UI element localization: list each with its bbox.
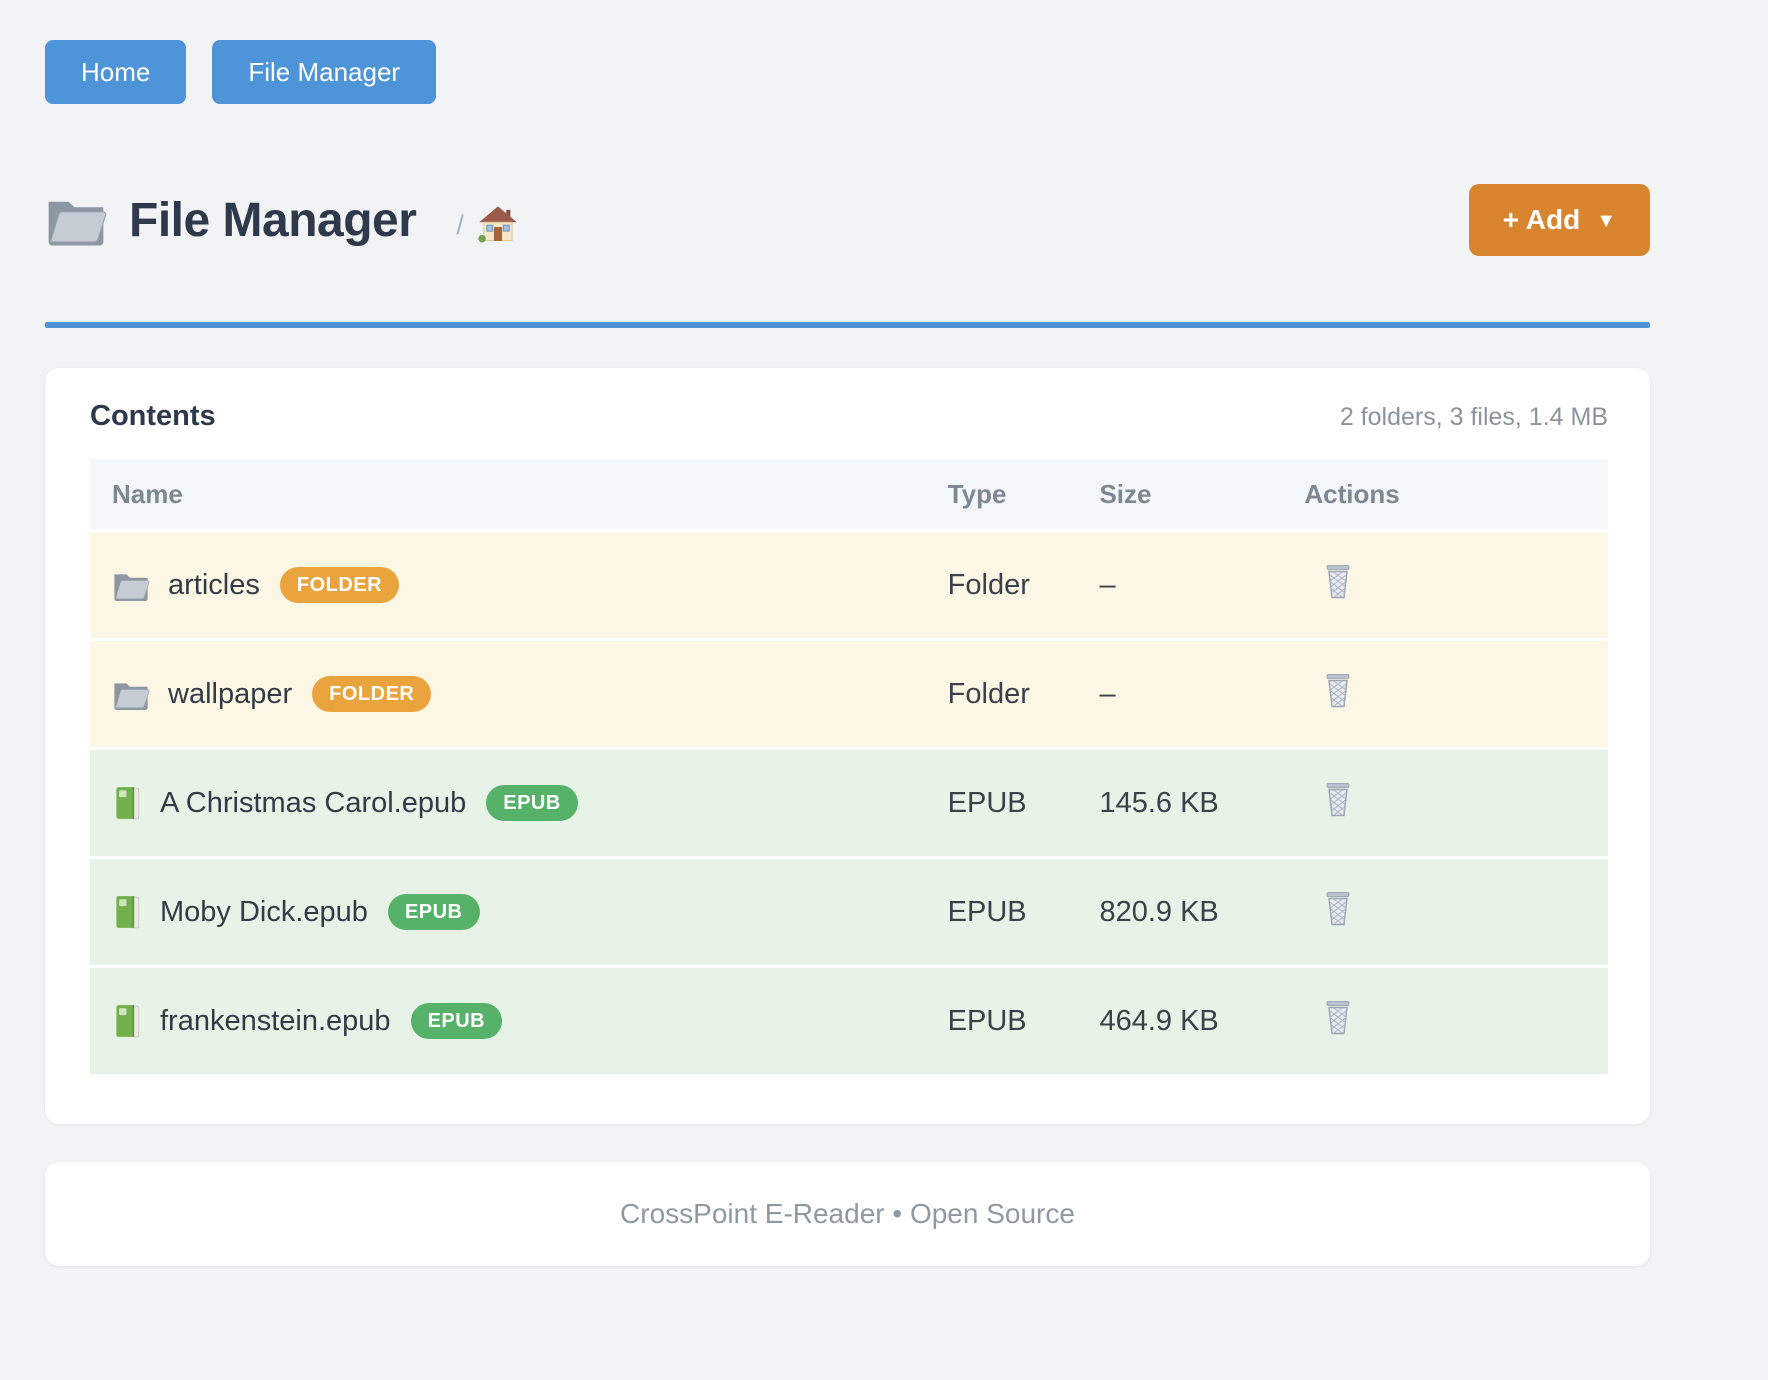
actions-cell (1304, 671, 1608, 717)
contents-title: Contents (90, 400, 216, 432)
wastebasket-icon (1322, 673, 1354, 712)
table-header-row: Name Type Size Actions (90, 459, 1608, 529)
add-button[interactable]: + Add ▼ (1468, 184, 1650, 256)
contents-card: Contents 2 folders, 3 files, 1.4 MB Name… (45, 368, 1650, 1124)
top-nav: Home File Manager (45, 40, 1650, 104)
delete-button[interactable] (1320, 780, 1356, 823)
caret-down-icon: ▼ (1596, 209, 1616, 232)
column-header-size: Size (1099, 478, 1152, 509)
folder-icon (112, 679, 150, 710)
column-header-type: Type (947, 478, 1007, 509)
size-cell: – (1099, 677, 1116, 710)
type-cell: EPUB (947, 895, 1027, 928)
column-header-actions: Actions (1304, 478, 1400, 509)
actions-cell (1304, 780, 1608, 826)
table-row[interactable]: frankenstein.epub EPUB EPUB 464.9 KB (90, 965, 1608, 1074)
page-header: File Manager / + Add ▼ (45, 174, 1650, 266)
actions-cell (1304, 562, 1608, 608)
file-name: frankenstein.epub (160, 1004, 391, 1037)
wastebasket-icon (1322, 564, 1354, 603)
type-cell: Folder (947, 677, 1030, 710)
delete-button[interactable] (1320, 562, 1356, 605)
page-title: File Manager (129, 193, 417, 247)
size-cell: – (1099, 568, 1116, 601)
delete-button[interactable] (1320, 998, 1356, 1041)
green-book-icon (112, 1003, 142, 1039)
type-badge: EPUB (486, 785, 578, 821)
card-header: Contents 2 folders, 3 files, 1.4 MB (90, 400, 1608, 433)
file-name: Moby Dick.epub (160, 895, 368, 928)
wastebasket-icon (1322, 1000, 1354, 1039)
type-cell: EPUB (947, 1004, 1027, 1037)
type-badge: FOLDER (312, 676, 432, 712)
table-row[interactable]: articles FOLDER Folder – (90, 529, 1608, 638)
type-badge: FOLDER (279, 567, 400, 603)
wastebasket-icon (1322, 891, 1354, 930)
type-cell: EPUB (947, 786, 1027, 819)
nav-file-manager-button[interactable]: File Manager (212, 40, 437, 104)
file-table: Name Type Size Actions (90, 459, 1608, 1074)
page: Home File Manager File Manager / (45, 0, 1650, 1266)
size-cell: 820.9 KB (1099, 895, 1219, 928)
title-wrap: File Manager / (45, 193, 518, 248)
size-cell: 464.9 KB (1099, 1004, 1219, 1037)
name-cell: Moby Dick.epub EPUB (90, 894, 948, 930)
file-name: wallpaper (168, 677, 293, 710)
footer-text: CrossPoint E-Reader • Open Source (620, 1198, 1075, 1229)
delete-button[interactable] (1320, 889, 1356, 932)
table-row[interactable]: A Christmas Carol.epub EPUB EPUB 145.6 K… (90, 747, 1608, 856)
actions-cell (1304, 889, 1608, 935)
type-badge: EPUB (410, 1003, 503, 1039)
type-cell: Folder (947, 568, 1030, 601)
file-name: articles (168, 568, 260, 601)
table-body: articles FOLDER Folder – (90, 529, 1608, 1074)
file-name: A Christmas Carol.epub (160, 786, 467, 819)
name-cell: A Christmas Carol.epub EPUB (90, 785, 948, 821)
table-row[interactable]: wallpaper FOLDER Folder – (90, 638, 1608, 747)
column-header-name: Name (112, 478, 183, 509)
footer: CrossPoint E-Reader • Open Source (45, 1162, 1650, 1266)
name-cell: wallpaper FOLDER (90, 676, 948, 712)
nav-home-button[interactable]: Home (45, 40, 187, 104)
type-badge: EPUB (387, 894, 480, 930)
folder-icon (112, 570, 150, 601)
wastebasket-icon (1322, 782, 1354, 821)
actions-cell (1304, 998, 1608, 1044)
name-cell: articles FOLDER (90, 567, 948, 603)
folder-icon (45, 194, 107, 246)
size-cell: 145.6 KB (1099, 786, 1219, 819)
delete-button[interactable] (1320, 671, 1356, 714)
table-row[interactable]: Moby Dick.epub EPUB EPUB 820.9 KB (90, 856, 1608, 965)
add-button-label: + Add (1502, 204, 1581, 235)
contents-summary: 2 folders, 3 files, 1.4 MB (1339, 403, 1608, 431)
green-book-icon (112, 894, 142, 930)
house-icon[interactable] (478, 205, 518, 243)
name-cell: frankenstein.epub EPUB (90, 1003, 948, 1039)
green-book-icon (112, 785, 142, 821)
header-divider (45, 322, 1650, 328)
breadcrumb-separator: / (456, 209, 464, 240)
